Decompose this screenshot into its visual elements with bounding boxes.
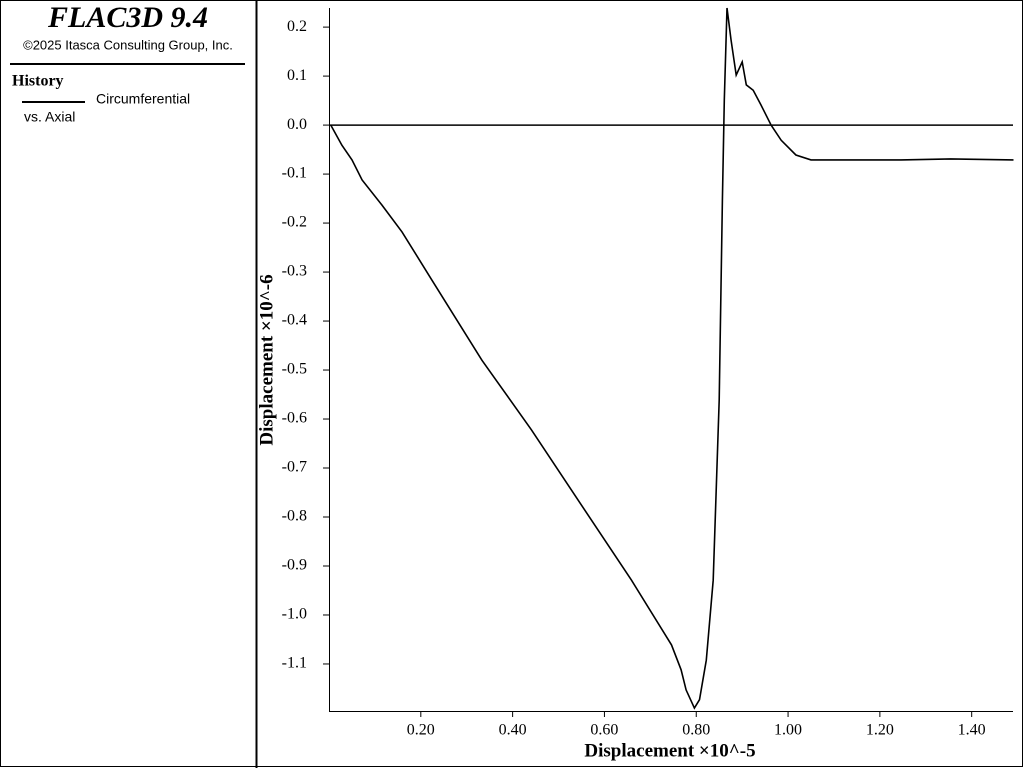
y-tick-label: -0.2 <box>282 214 307 231</box>
x-tick-label: 1.00 <box>774 722 802 739</box>
y-tick-label: -0.7 <box>282 459 307 476</box>
y-tick-label: -0.5 <box>282 361 307 378</box>
y-tick-label: -0.9 <box>282 557 307 574</box>
app-title: FLAC3D 9.4 <box>47 1 208 34</box>
data-line <box>330 7 1014 710</box>
y-tick-label: -0.8 <box>282 508 307 525</box>
x-axis-label: Displacement ×10^-5 <box>584 740 755 761</box>
x-tick-label: 0.40 <box>499 722 527 739</box>
y-axis-label: Displacement ×10^-6 <box>256 274 277 445</box>
y-tick-label: -0.6 <box>282 410 307 427</box>
x-tick-label: 0.60 <box>590 722 618 739</box>
y-tick-label: -1.1 <box>282 655 307 672</box>
y-tick-label: -1.0 <box>282 606 307 623</box>
y-tick-label: 0.1 <box>287 67 307 84</box>
y-tick-label: 0.2 <box>287 18 307 35</box>
y-tick-label: -0.1 <box>282 165 307 182</box>
x-tick-label: 0.20 <box>407 722 435 739</box>
legend-x-label: vs. Axial <box>24 109 75 125</box>
x-tick-label: 1.40 <box>958 722 986 739</box>
x-tick-label: 0.80 <box>682 722 710 739</box>
y-tick-label: -0.4 <box>282 312 307 329</box>
y-tick-label: -0.3 <box>282 263 307 280</box>
copyright: ©2025 Itasca Consulting Group, Inc. <box>23 37 233 52</box>
panel-title: History <box>12 73 64 90</box>
legend-label: Circumferential <box>96 91 190 107</box>
x-tick-label: 1.20 <box>866 722 894 739</box>
y-tick-label: 0.0 <box>287 116 307 133</box>
